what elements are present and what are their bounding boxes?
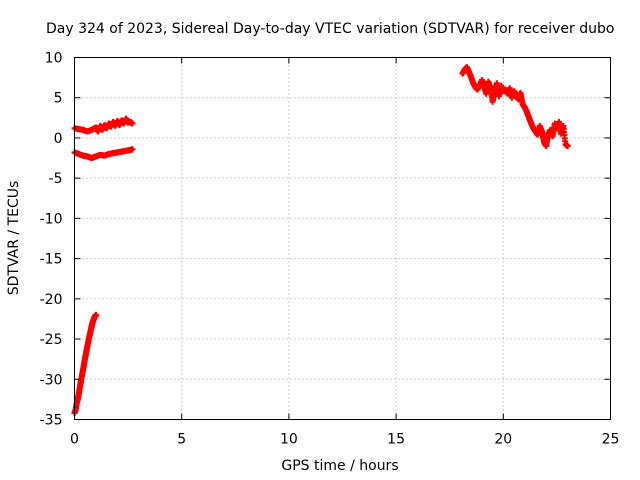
x-tick-labels: 0 5 10 15 20 25 bbox=[70, 432, 619, 448]
y-tick-label: 5 bbox=[54, 91, 63, 107]
data-point-marker bbox=[92, 311, 99, 318]
point-group bbox=[71, 115, 136, 135]
point-group bbox=[459, 64, 571, 149]
x-tick-label: 10 bbox=[280, 432, 298, 448]
point-group bbox=[71, 311, 99, 417]
x-tick-label: 20 bbox=[494, 432, 512, 448]
point-group bbox=[71, 146, 136, 162]
y-tick-label: -25 bbox=[40, 332, 63, 348]
x-axis-label: GPS time / hours bbox=[281, 458, 398, 474]
x-tick-label: 25 bbox=[602, 432, 620, 448]
data-point-marker bbox=[564, 142, 571, 149]
y-tick-label: -20 bbox=[40, 292, 63, 308]
y-tick-label: -5 bbox=[49, 171, 63, 187]
y-axis-label: SDTVAR / TECUs bbox=[6, 181, 22, 296]
y-tick-label: -15 bbox=[40, 252, 63, 268]
y-tick-label: 0 bbox=[54, 131, 63, 147]
y-tick-label: -10 bbox=[40, 211, 63, 227]
y-tick-label: 10 bbox=[45, 51, 63, 67]
grid bbox=[74, 57, 611, 420]
axis-ticks bbox=[74, 57, 611, 420]
x-tick-label: 15 bbox=[387, 432, 405, 448]
x-tick-label: 0 bbox=[70, 432, 79, 448]
x-tick-label: 5 bbox=[177, 432, 186, 448]
data-point-marker bbox=[129, 146, 136, 153]
chart-title: Day 324 of 2023, Sidereal Day-to-day VTE… bbox=[46, 21, 614, 37]
y-tick-labels: 10 5 0 -5 -10 -15 -20 -25 -30 -35 bbox=[40, 51, 63, 429]
data-point-marker bbox=[129, 120, 136, 127]
y-tick-label: -30 bbox=[40, 372, 63, 388]
y-tick-label: -35 bbox=[40, 413, 63, 429]
data-points bbox=[71, 64, 571, 417]
plot-frame bbox=[74, 57, 611, 420]
